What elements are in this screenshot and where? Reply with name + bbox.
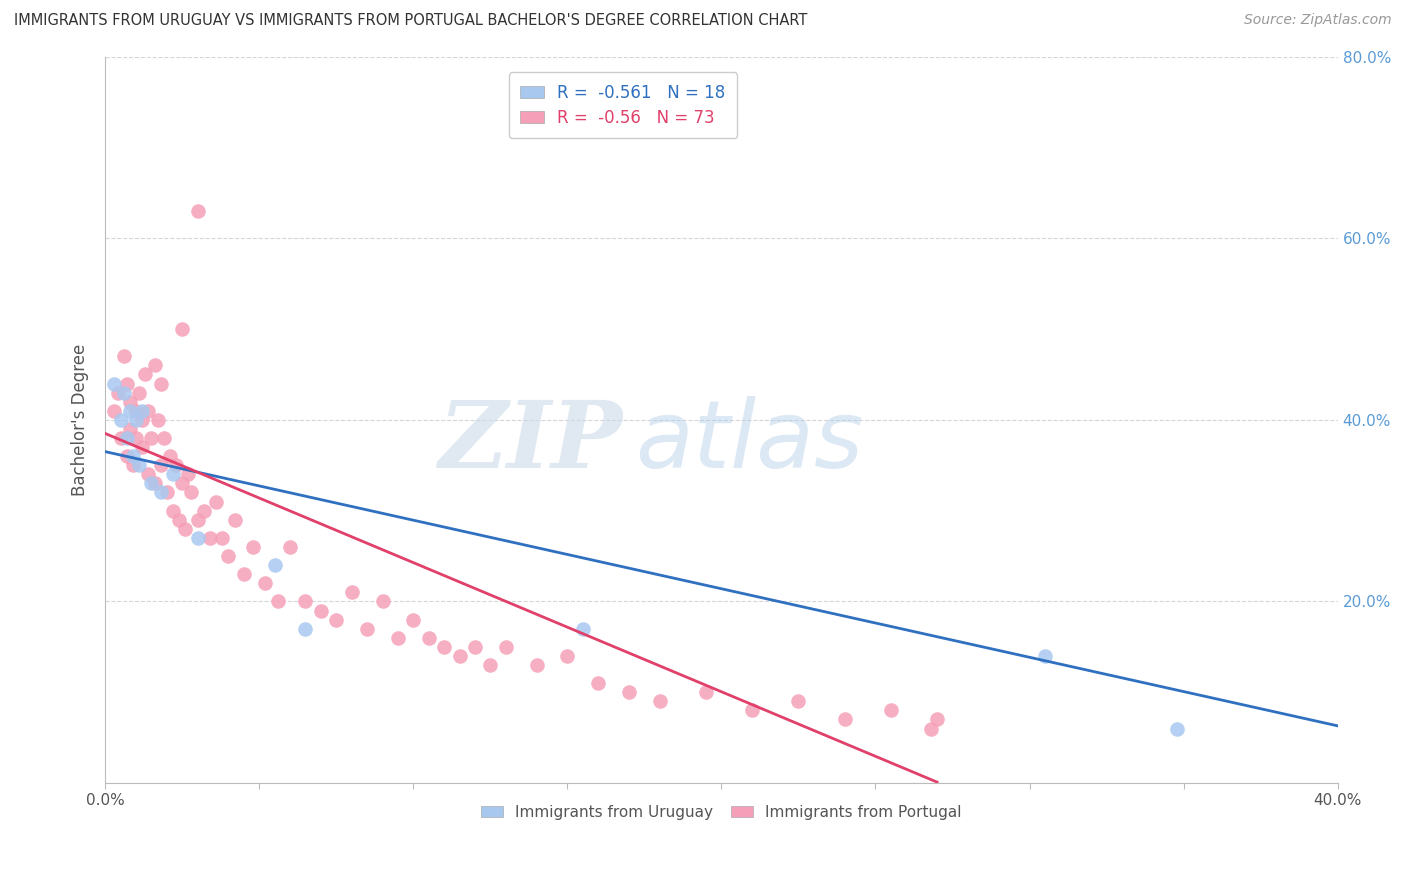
Point — [115, 431, 138, 445]
Point — [387, 631, 409, 645]
Point — [125, 404, 148, 418]
Point — [134, 368, 156, 382]
Text: IMMIGRANTS FROM URUGUAY VS IMMIGRANTS FROM PORTUGAL BACHELOR'S DEGREE CORRELATIO: IMMIGRANTS FROM URUGUAY VS IMMIGRANTS FR… — [14, 13, 807, 29]
Text: Source: ZipAtlas.com: Source: ZipAtlas.com — [1244, 13, 1392, 28]
Point — [107, 385, 129, 400]
Point — [402, 613, 425, 627]
Point — [141, 476, 163, 491]
Point — [180, 485, 202, 500]
Point — [177, 467, 200, 482]
Point — [112, 349, 135, 363]
Point — [141, 431, 163, 445]
Point — [880, 703, 903, 717]
Legend: Immigrants from Uruguay, Immigrants from Portugal: Immigrants from Uruguay, Immigrants from… — [475, 799, 967, 826]
Point — [834, 713, 856, 727]
Point — [325, 613, 347, 627]
Point — [110, 431, 132, 445]
Point — [571, 622, 593, 636]
Point — [131, 404, 153, 418]
Point — [103, 404, 125, 418]
Point — [149, 485, 172, 500]
Point — [143, 359, 166, 373]
Point — [557, 648, 579, 663]
Point — [112, 385, 135, 400]
Point — [340, 585, 363, 599]
Point — [648, 694, 671, 708]
Point — [128, 458, 150, 473]
Point — [118, 422, 141, 436]
Point — [174, 522, 197, 536]
Point — [217, 549, 239, 563]
Point — [128, 385, 150, 400]
Point — [449, 648, 471, 663]
Point — [205, 494, 228, 508]
Point — [920, 722, 942, 736]
Point — [267, 594, 290, 608]
Point — [165, 458, 187, 473]
Point — [278, 540, 301, 554]
Point — [495, 640, 517, 654]
Point — [617, 685, 640, 699]
Point — [172, 476, 194, 491]
Point — [125, 431, 148, 445]
Point — [149, 458, 172, 473]
Point — [146, 413, 169, 427]
Point — [356, 622, 378, 636]
Point — [433, 640, 456, 654]
Point — [110, 413, 132, 427]
Point — [131, 440, 153, 454]
Point — [294, 594, 316, 608]
Point — [695, 685, 717, 699]
Point — [162, 503, 184, 517]
Point — [118, 404, 141, 418]
Point — [1166, 722, 1188, 736]
Point — [172, 322, 194, 336]
Point — [187, 204, 209, 219]
Point — [122, 458, 145, 473]
Point — [526, 658, 548, 673]
Text: ZIP: ZIP — [439, 397, 623, 487]
Point — [464, 640, 486, 654]
Point — [138, 404, 160, 418]
Point — [586, 676, 609, 690]
Text: atlas: atlas — [636, 396, 863, 487]
Point — [187, 513, 209, 527]
Point — [224, 513, 246, 527]
Point — [149, 376, 172, 391]
Point — [125, 413, 148, 427]
Point — [162, 467, 184, 482]
Point — [152, 431, 174, 445]
Point — [187, 531, 209, 545]
Point — [118, 394, 141, 409]
Point — [254, 576, 277, 591]
Point — [741, 703, 763, 717]
Point — [103, 376, 125, 391]
Point — [167, 513, 190, 527]
Point — [418, 631, 440, 645]
Point — [211, 531, 233, 545]
Point — [115, 376, 138, 391]
Point — [1033, 648, 1056, 663]
Y-axis label: Bachelor's Degree: Bachelor's Degree — [72, 343, 89, 496]
Point — [131, 413, 153, 427]
Point — [193, 503, 215, 517]
Point — [232, 567, 254, 582]
Point — [371, 594, 394, 608]
Point — [122, 449, 145, 463]
Point — [927, 713, 949, 727]
Point — [143, 476, 166, 491]
Point — [263, 558, 285, 573]
Point — [309, 603, 332, 617]
Point — [138, 467, 160, 482]
Point — [479, 658, 502, 673]
Point — [242, 540, 264, 554]
Point — [198, 531, 221, 545]
Point — [156, 485, 179, 500]
Point — [115, 449, 138, 463]
Point — [159, 449, 181, 463]
Point — [787, 694, 810, 708]
Point — [294, 622, 316, 636]
